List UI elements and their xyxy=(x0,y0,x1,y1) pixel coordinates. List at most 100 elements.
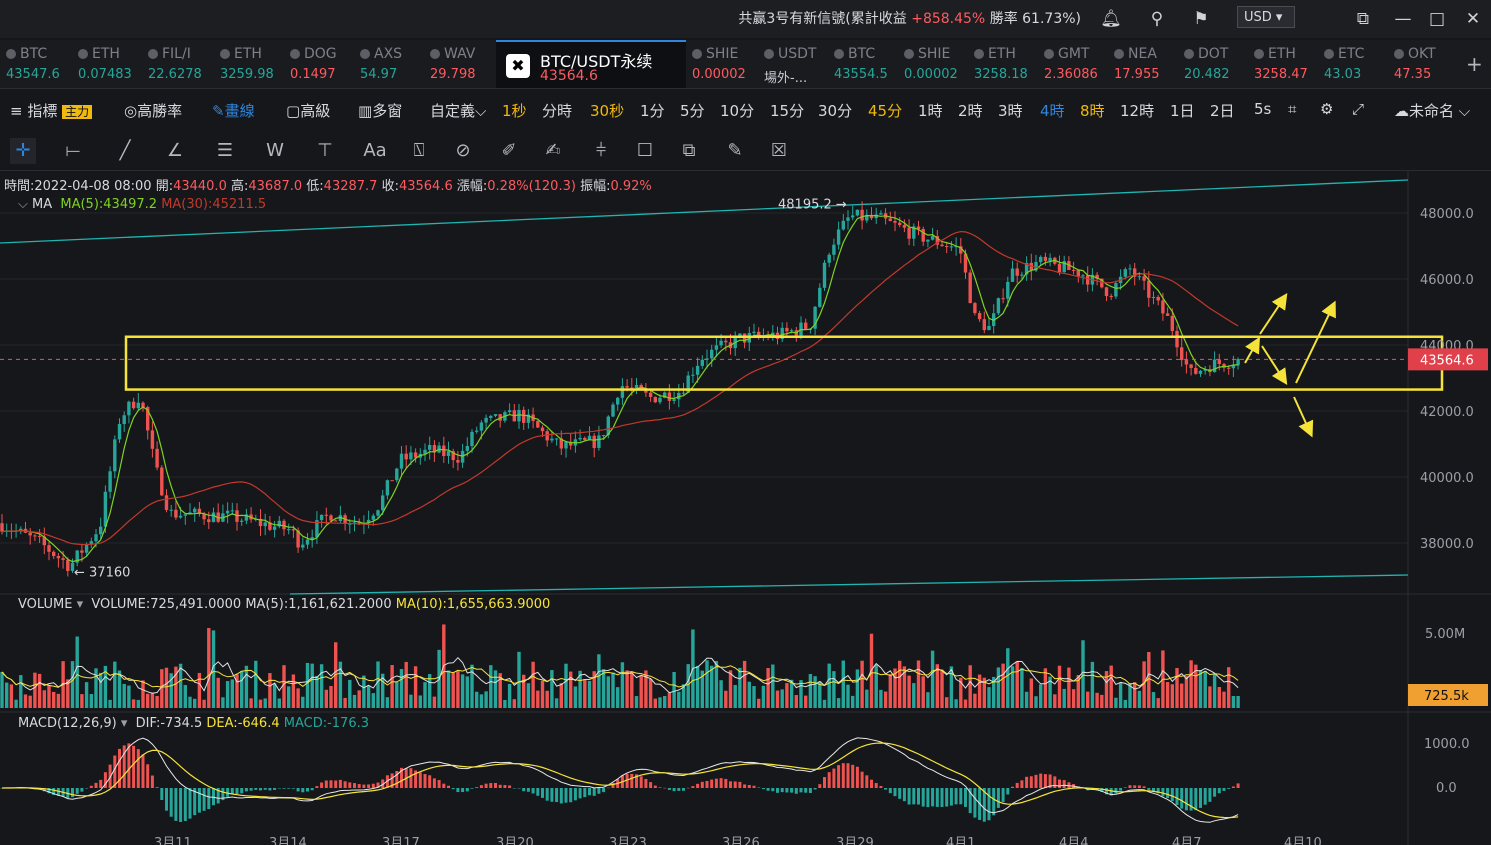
candle-body xyxy=(517,409,521,422)
brush-icon[interactable]: ✍ xyxy=(545,140,561,161)
timeframe-3[interactable]: 1分 xyxy=(640,102,665,120)
timeframe-9[interactable]: 1時 xyxy=(918,102,943,120)
symbol-tab[interactable]: ETH 0.07483 xyxy=(72,40,142,88)
timeframe-17[interactable]: 5s xyxy=(1254,100,1272,118)
signal-notice[interactable]: 共赢3号有新信號(累計收益 +858.45% 勝率 61.73%) xyxy=(738,11,1081,27)
search-icon[interactable]: ⚲ xyxy=(1150,9,1164,29)
timeframe-5[interactable]: 10分 xyxy=(720,102,755,120)
draw-button[interactable]: ✎畫線 xyxy=(212,102,255,120)
tab-symbol: ETC xyxy=(1324,46,1364,62)
timeframe-4[interactable]: 5分 xyxy=(680,102,705,120)
symbol-tab[interactable]: OKT 47.35 xyxy=(1388,40,1458,88)
timeframe-1[interactable]: 分時 xyxy=(542,102,573,120)
symbol-tab[interactable]: BTC 43547.6 xyxy=(0,40,72,88)
timeframe-2[interactable]: 30秒 xyxy=(590,102,625,120)
volume-bar xyxy=(498,673,502,708)
symbol-tab[interactable]: ETH 3258.18 xyxy=(968,40,1038,88)
timeframe-14[interactable]: 12時 xyxy=(1120,102,1155,120)
macd-legend[interactable]: MACD(12,26,9) ▾ DIF:-734.5 DEA:-646.4 MA… xyxy=(18,716,370,731)
fullscreen-icon[interactable]: ⤢ xyxy=(1352,100,1365,118)
multi-window-button[interactable]: ▥多窗 xyxy=(358,102,403,120)
advanced-button[interactable]: ▢高級 xyxy=(286,102,331,120)
symbol-tab[interactable]: GMT 2.36086 xyxy=(1038,40,1108,88)
trend-line-icon[interactable]: ╱ xyxy=(119,140,131,161)
lock-icon[interactable]: ☐ xyxy=(636,140,654,161)
close-icon[interactable]: ✕ xyxy=(1465,9,1481,29)
text-icon[interactable]: Aa xyxy=(363,140,387,161)
symbol-tab[interactable]: BTC/USDT永续 43564.6 ✖ xyxy=(496,40,686,88)
volume-ma10-line xyxy=(1,665,1239,688)
symbol-tab[interactable]: BTC 43554.5 xyxy=(828,40,898,88)
ruler-icon[interactable]: ⍂ xyxy=(413,140,425,161)
timeframe-12[interactable]: 4時 xyxy=(1040,102,1065,120)
macd-histogram-bar xyxy=(1043,774,1047,788)
candle-body xyxy=(1231,365,1236,369)
macd-histogram-bar xyxy=(536,788,540,796)
edit-icon[interactable]: ✎ xyxy=(727,140,743,161)
winrate-button[interactable]: ◎高勝率 xyxy=(124,102,183,120)
volume-bar xyxy=(667,692,672,708)
timeframe-10[interactable]: 2時 xyxy=(958,102,983,120)
timeframe-11[interactable]: 3時 xyxy=(998,102,1023,120)
horizontal-line-icon[interactable]: ⟝ xyxy=(65,140,81,161)
macd-histogram-bar xyxy=(291,788,295,789)
candle-body xyxy=(136,402,140,409)
volume-legend[interactable]: VOLUME ▾ VOLUME:725,491.0000 MA(5):1,161… xyxy=(18,597,551,612)
macd-histogram-bar xyxy=(653,785,657,788)
chart-area[interactable]: 48000.046000.044000.042000.040000.038000… xyxy=(0,170,1491,845)
timeframe-13[interactable]: 8時 xyxy=(1080,102,1105,120)
indicators-button[interactable]: ≡ 指標 主力 xyxy=(10,100,93,121)
timeframe-0[interactable]: 1秒 xyxy=(502,102,527,120)
wave-icon[interactable]: W xyxy=(266,140,284,161)
macd-histogram-bar xyxy=(475,787,479,788)
ma-legend[interactable]: ⌵ MA MA(5):43497.2 MA(30):45211.5 xyxy=(18,197,267,212)
bell-icon[interactable]: 🔔︎ xyxy=(1100,9,1122,29)
macd-histogram-bar xyxy=(343,781,347,788)
add-tab-icon[interactable]: + xyxy=(1466,52,1483,76)
popout-icon[interactable]: ⧉ xyxy=(1356,9,1370,29)
symbol-tab[interactable]: NEA 17.955 xyxy=(1108,40,1178,88)
pen-icon[interactable]: ✐ xyxy=(501,140,517,161)
symbol-tab[interactable]: SHIE 0.00002 xyxy=(686,40,758,88)
fib-icon[interactable]: ☰ xyxy=(216,140,234,161)
trash-icon[interactable]: ☒ xyxy=(770,140,788,161)
symbol-tab[interactable]: SHIE 0.00002 xyxy=(898,40,968,88)
timeframe-15[interactable]: 1日 xyxy=(1170,102,1195,120)
custom-button[interactable]: 自定義⌵ xyxy=(430,102,487,120)
symbol-tab[interactable]: DOG 0.1497 xyxy=(284,40,354,88)
symbol-tab[interactable]: AXS 54.97 xyxy=(354,40,424,88)
maximize-icon[interactable]: □ xyxy=(1428,9,1446,29)
symbol-tab[interactable]: ETH 3259.98 xyxy=(214,40,284,88)
magnet-icon[interactable]: ⊘ xyxy=(455,140,471,161)
macd-histogram-bar xyxy=(268,788,272,791)
angle-icon[interactable]: ∠ xyxy=(166,140,184,161)
timeframe-6[interactable]: 15分 xyxy=(770,102,805,120)
symbol-tab[interactable]: FIL/I 22.6278 xyxy=(142,40,214,88)
x-tick-label: 3月29 xyxy=(836,836,874,845)
ma30-value: MA(30):45211.5 xyxy=(161,197,267,212)
minimize-icon[interactable]: — xyxy=(1394,9,1412,29)
symbol-tab[interactable]: WAV 29.798 xyxy=(424,40,496,88)
timeframe-8[interactable]: 45分 xyxy=(868,102,903,120)
crop-icon[interactable]: ⌗ xyxy=(1288,100,1297,118)
timeframe-16[interactable]: 2日 xyxy=(1210,102,1235,120)
volume-bar xyxy=(963,699,968,708)
macd-histogram-bar xyxy=(414,770,418,788)
symbol-tab[interactable]: USDT 場外-... xyxy=(758,40,828,88)
symbol-tab[interactable]: DOT 20.482 xyxy=(1178,40,1248,88)
price-tick-label: 42000.0 xyxy=(1420,405,1474,420)
pattern-icon[interactable]: ⫩ xyxy=(595,140,607,161)
measure-icon[interactable]: ⊤ xyxy=(317,140,333,161)
crosshair-icon[interactable]: ✛ xyxy=(10,138,36,164)
candle-body xyxy=(851,215,855,218)
symbol-tab[interactable]: ETC 43.03 xyxy=(1318,40,1388,88)
currency-select[interactable]: USD ▾ xyxy=(1237,6,1295,28)
copy-icon[interactable]: ⧉ xyxy=(682,140,696,161)
gear-icon[interactable]: ⚙ xyxy=(1320,100,1334,118)
timeframe-7[interactable]: 30分 xyxy=(818,102,853,120)
coin-icon xyxy=(1324,49,1334,59)
volume-bar xyxy=(188,696,192,708)
symbol-tab[interactable]: ETH 3258.47 xyxy=(1248,40,1318,88)
layout-name[interactable]: ☁未命名 ⌵ xyxy=(1394,102,1471,120)
shirt-icon[interactable]: ⚑ xyxy=(1193,9,1209,29)
